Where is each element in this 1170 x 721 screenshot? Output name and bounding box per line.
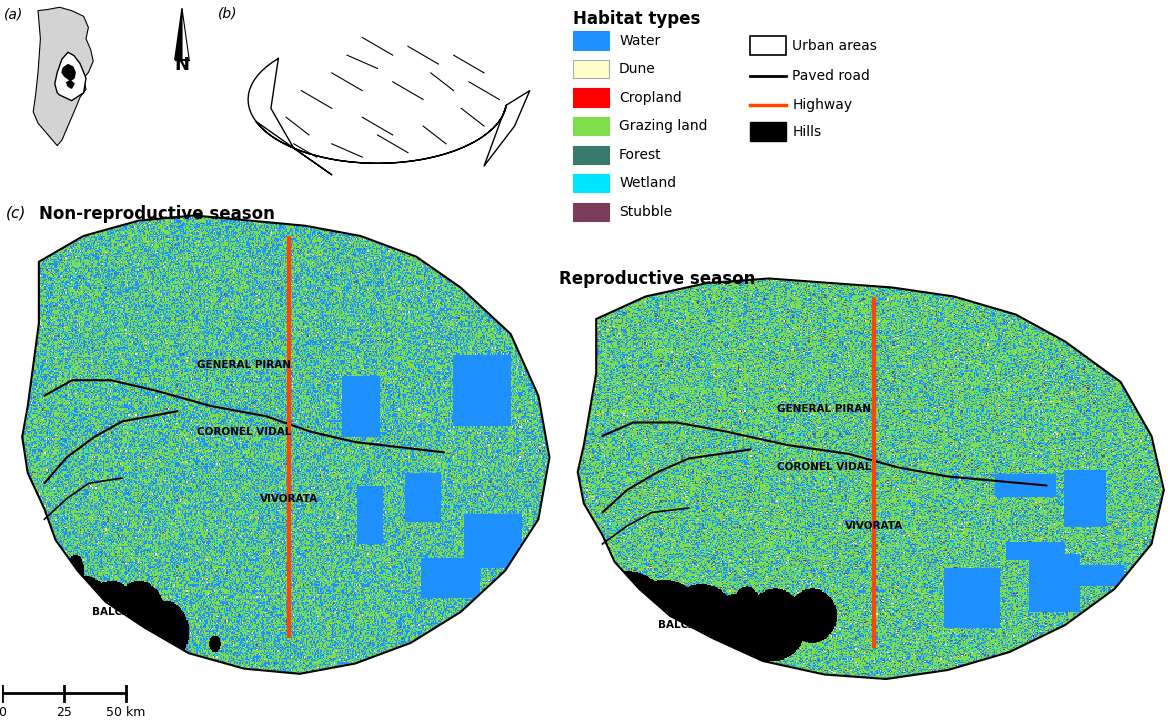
Text: VIVORATA: VIVORATA: [845, 521, 903, 531]
Polygon shape: [55, 52, 87, 101]
Text: Urban areas: Urban areas: [792, 39, 878, 53]
Text: 50 km: 50 km: [106, 706, 146, 719]
Text: 25: 25: [56, 706, 71, 719]
Bar: [750, 123, 786, 141]
Text: GENERAL PIRAN: GENERAL PIRAN: [778, 404, 872, 414]
Polygon shape: [67, 80, 74, 88]
Text: CORONEL VIDAL: CORONEL VIDAL: [777, 462, 872, 472]
Text: (b): (b): [218, 6, 238, 20]
Bar: [573, 60, 608, 79]
Text: Stubble: Stubble: [619, 205, 673, 219]
Text: Highway: Highway: [792, 98, 853, 112]
Text: (a): (a): [5, 7, 23, 21]
Bar: [573, 203, 608, 221]
Text: Forest: Forest: [619, 148, 662, 162]
Text: GENERAL PIRAN: GENERAL PIRAN: [198, 360, 291, 370]
Text: Hills: Hills: [792, 125, 821, 138]
Bar: [573, 117, 608, 136]
Text: (c): (c): [6, 205, 26, 220]
Bar: [750, 37, 786, 55]
Text: Reproductive season: Reproductive season: [559, 270, 756, 288]
Text: N: N: [174, 56, 190, 74]
Bar: [573, 31, 608, 50]
Text: Grazing land: Grazing land: [619, 119, 708, 133]
Text: Paved road: Paved road: [792, 69, 870, 83]
Text: BALCARCE: BALCARCE: [659, 620, 720, 630]
Bar: [573, 174, 608, 193]
Polygon shape: [33, 7, 94, 146]
Text: VIVORATA: VIVORATA: [260, 494, 318, 504]
Text: BALCARCE: BALCARCE: [91, 607, 152, 617]
Text: Non-reproductive season: Non-reproductive season: [39, 205, 275, 224]
Bar: [573, 146, 608, 164]
Polygon shape: [62, 65, 75, 80]
Text: Cropland: Cropland: [619, 91, 682, 105]
Bar: [573, 89, 608, 107]
Polygon shape: [183, 9, 190, 60]
Text: CORONEL VIDAL: CORONEL VIDAL: [197, 427, 291, 437]
Text: Dune: Dune: [619, 62, 656, 76]
Text: Habitat types: Habitat types: [573, 9, 701, 27]
Text: Water: Water: [619, 33, 660, 48]
Text: Wetland: Wetland: [619, 177, 676, 190]
Polygon shape: [174, 9, 183, 60]
Text: 0: 0: [0, 706, 6, 719]
